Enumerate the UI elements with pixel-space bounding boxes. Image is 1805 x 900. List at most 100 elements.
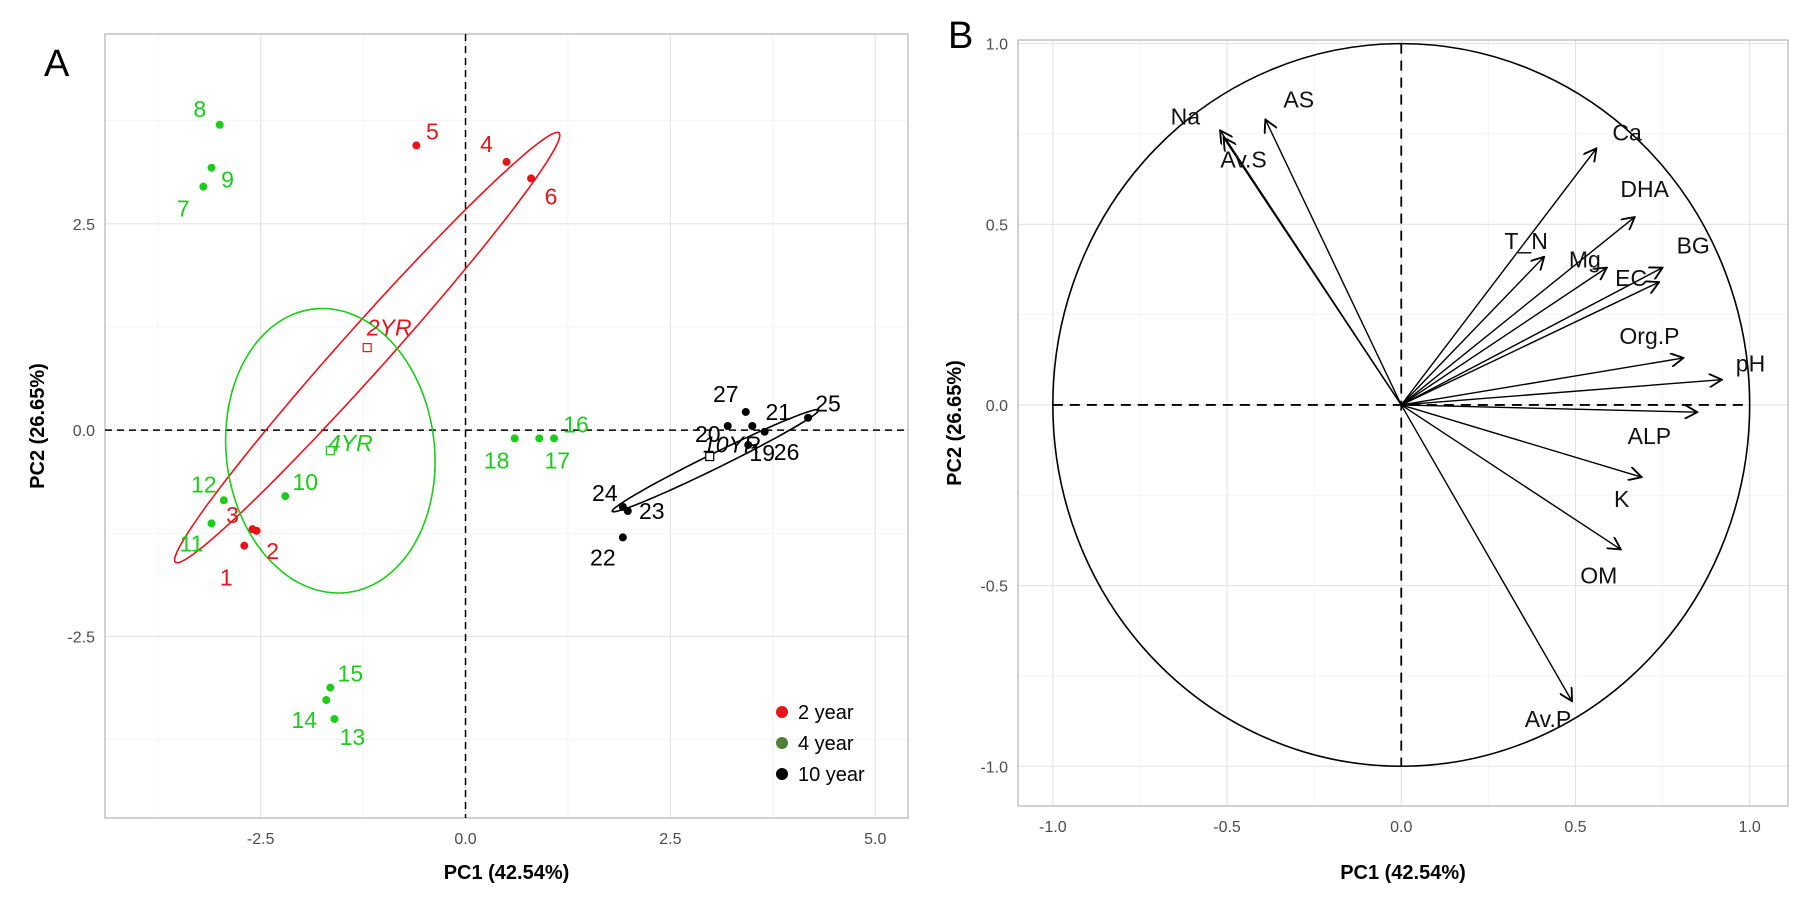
point-label-8: 8 [193, 96, 206, 122]
x-tick-label: -0.5 [1213, 819, 1241, 836]
centroid-label-10-year: 10YR [703, 432, 761, 458]
point-label-21: 21 [766, 399, 792, 425]
panel-b: B Na AS Av.S Ca DHA T_N Mg BG EC Org.P pH ALP K OM Av.… [944, 15, 1789, 884]
point-5 [412, 141, 421, 150]
point-25 [804, 413, 813, 422]
legend-label-10-year: 10 year [798, 764, 865, 786]
vector-org-p [1401, 358, 1683, 406]
vector-av-s [1224, 138, 1402, 406]
point-label-13: 13 [340, 724, 366, 750]
panel-a-ellipses [173, 131, 820, 594]
vector-label-ph: pH [1736, 351, 1765, 377]
vector-label-dha: DHA [1620, 176, 1669, 202]
point-8 [215, 120, 224, 129]
panel-a-x-axis-title: PC1 (42.54%) [444, 862, 570, 884]
point-11 [207, 519, 216, 528]
point-label-9: 9 [221, 167, 234, 193]
y-tick-label: -2.5 [67, 629, 95, 646]
point-label-2: 2 [266, 538, 279, 564]
vector-bg [1400, 268, 1662, 406]
centroid-label-4-year: 4YR [328, 430, 373, 456]
point-label-23: 23 [639, 498, 665, 524]
point-10 [281, 492, 290, 501]
point-label-12: 12 [191, 471, 217, 497]
panel-b-grid [1018, 40, 1788, 806]
x-tick-label: 5.0 [864, 831, 886, 848]
y-tick-label: 0.5 [986, 217, 1008, 234]
panel-b-unit-circle [1052, 42, 1751, 768]
point-14 [322, 695, 331, 704]
point-label-3: 3 [226, 502, 239, 528]
x-tick-label: 1.0 [1739, 819, 1761, 836]
ellipse-2-year [173, 131, 561, 564]
y-tick-label: -0.5 [980, 579, 1008, 596]
legend: 2 year 4 year 10 year [776, 702, 865, 786]
point-label-26: 26 [774, 439, 800, 465]
vector-label-mg: Mg [1569, 247, 1601, 273]
point-label-7: 7 [177, 196, 190, 222]
vector-mg [1400, 268, 1607, 406]
point-label-24: 24 [592, 480, 618, 506]
point-label-5: 5 [426, 118, 439, 144]
point-3 [248, 525, 257, 534]
point-label-16: 16 [563, 411, 589, 437]
vector-label-t-n: T_N [1504, 228, 1547, 254]
vector-label-bg: BG [1677, 233, 1710, 259]
centroid-10-year [705, 451, 715, 462]
vector-label-ec: EC [1615, 265, 1647, 291]
point-label-17: 17 [544, 447, 570, 473]
point-label-18: 18 [484, 447, 510, 473]
legend-marker-2-year [776, 706, 788, 718]
point-20 [723, 422, 732, 430]
point-label-19: 19 [749, 440, 775, 466]
vector-label-as: AS [1283, 86, 1314, 112]
vector-label-na: Na [1171, 103, 1201, 129]
point-17 [535, 434, 544, 443]
panel-b-vectors: Na AS Av.S Ca DHA T_N Mg BG EC Org.P pH ALP K OM Av.P [1171, 86, 1766, 732]
point-19 [744, 440, 753, 449]
vector-ca [1400, 148, 1596, 406]
y-tick-label: -1.0 [980, 759, 1008, 776]
legend-label-4-year: 4 year [798, 733, 854, 755]
point-9 [207, 163, 216, 172]
vector-label-k: K [1614, 486, 1630, 512]
ellipse-4-year [224, 307, 436, 594]
x-tick-label: -2.5 [247, 831, 275, 848]
point-13 [330, 714, 339, 723]
point-26 [760, 427, 769, 436]
point-label-10: 10 [292, 469, 318, 495]
panel-a-frame [104, 33, 909, 819]
point-label-1: 1 [220, 565, 233, 591]
point-label-22: 22 [590, 544, 616, 570]
point-12 [219, 496, 228, 505]
y-tick-label: 0.0 [986, 398, 1008, 415]
legend-marker-10-year [776, 768, 788, 780]
point-22 [618, 533, 627, 542]
point-15 [326, 683, 335, 692]
unit-circle [1052, 42, 1751, 768]
point-4 [502, 157, 511, 166]
panel-b-letter: B [948, 15, 973, 57]
point-label-4: 4 [480, 131, 493, 157]
panel-b-x-axis-title: PC1 (42.54%) [1340, 862, 1466, 884]
panel-b-frame [1017, 39, 1789, 807]
vector-ph [1401, 380, 1722, 406]
vector-label-ca: Ca [1612, 119, 1642, 145]
x-tick-label: 0.0 [1390, 819, 1412, 836]
x-tick-label: 0.5 [1564, 819, 1586, 836]
vector-label-org-p: Org.P [1619, 323, 1679, 349]
y-tick-label: 2.5 [73, 217, 95, 234]
point-label-15: 15 [338, 661, 364, 687]
centroid-2-year [362, 343, 372, 353]
point-16 [550, 434, 559, 443]
point-label-27: 27 [713, 381, 739, 407]
vector-om [1400, 404, 1621, 550]
point-21 [748, 422, 757, 430]
vector-av-p [1400, 404, 1572, 701]
vector-as [1265, 119, 1402, 406]
panel-b-y-axis-title: PC2 (26.65%) [944, 360, 966, 486]
vector-alp [1401, 404, 1697, 412]
